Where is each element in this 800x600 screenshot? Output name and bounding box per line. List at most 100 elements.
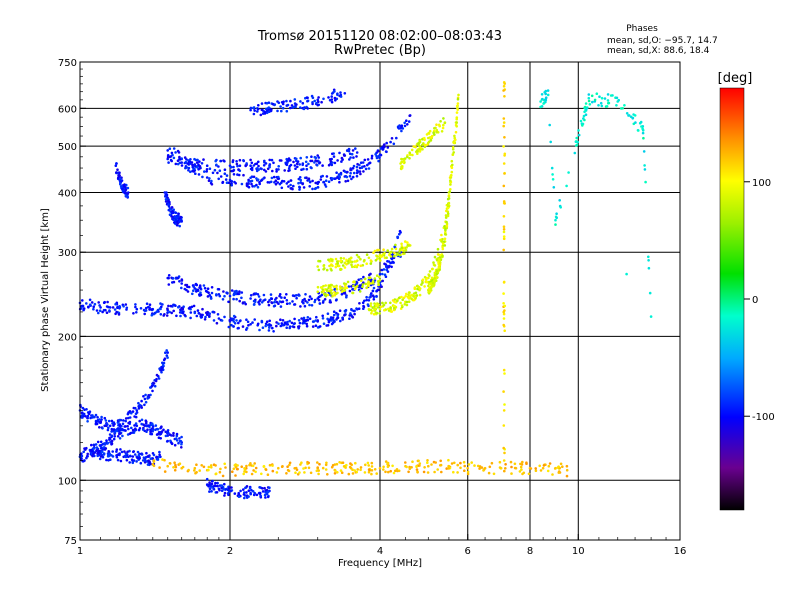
data-point — [237, 491, 240, 495]
data-point — [421, 278, 425, 282]
data-point — [354, 147, 357, 150]
data-point — [158, 450, 161, 454]
data-point — [114, 164, 118, 167]
data-point — [281, 106, 285, 110]
data-point — [103, 443, 107, 446]
data-point — [141, 459, 145, 462]
data-point — [166, 439, 169, 443]
data-point — [226, 292, 229, 295]
data-point — [280, 159, 283, 162]
data-point — [375, 472, 379, 475]
data-point — [116, 421, 120, 424]
data-point — [267, 106, 271, 109]
data-point — [350, 308, 353, 312]
data-point — [275, 321, 278, 324]
data-point — [548, 462, 552, 465]
data-point — [133, 424, 136, 427]
data-point — [239, 489, 242, 493]
data-point — [273, 304, 277, 308]
data-point — [306, 301, 309, 304]
data-point — [204, 289, 208, 293]
data-point — [105, 305, 109, 308]
data-point — [362, 275, 365, 279]
data-point — [362, 304, 365, 308]
data-point — [295, 157, 298, 161]
data-point — [195, 283, 198, 287]
data-point — [232, 165, 235, 169]
data-point — [351, 316, 355, 319]
data-point — [453, 139, 457, 142]
data-point — [478, 467, 481, 470]
data-point — [353, 287, 357, 291]
data-point — [104, 419, 108, 422]
data-point — [303, 297, 306, 301]
data-point — [130, 426, 133, 430]
data-point — [253, 462, 256, 465]
data-point — [151, 425, 155, 428]
data-point — [299, 181, 303, 184]
data-point — [277, 322, 280, 326]
data-point — [209, 464, 213, 467]
data-point — [335, 311, 338, 315]
data-point — [329, 160, 333, 163]
data-point — [332, 155, 336, 158]
data-point — [355, 174, 359, 178]
data-point — [336, 471, 339, 474]
data-point — [155, 455, 158, 459]
data-point — [151, 452, 155, 455]
data-point — [392, 254, 396, 258]
data-point — [304, 299, 307, 303]
data-point — [366, 283, 370, 287]
data-point — [277, 466, 280, 470]
data-point — [595, 92, 599, 95]
data-point — [396, 299, 399, 303]
data-point — [576, 140, 579, 144]
data-point — [238, 158, 242, 162]
data-point — [395, 136, 398, 140]
data-point — [466, 470, 470, 474]
data-point — [102, 308, 106, 312]
data-point — [83, 408, 86, 412]
data-point — [503, 152, 507, 156]
data-point — [288, 326, 292, 330]
data-point — [502, 424, 506, 427]
data-point — [180, 442, 183, 446]
data-point — [389, 301, 392, 305]
data-point — [393, 251, 396, 255]
data-point — [179, 308, 182, 312]
data-point — [113, 308, 117, 311]
data-point — [126, 195, 129, 198]
data-point — [232, 325, 235, 328]
data-point — [145, 430, 148, 434]
data-point — [122, 184, 126, 188]
data-point — [134, 415, 138, 419]
data-point — [405, 292, 408, 296]
data-point — [300, 317, 303, 320]
data-point — [544, 98, 547, 101]
data-point — [110, 430, 113, 433]
data-point — [178, 224, 181, 228]
data-point — [96, 454, 99, 458]
data-point — [134, 305, 137, 309]
data-point — [331, 294, 334, 298]
data-point — [261, 490, 265, 493]
data-point — [167, 161, 170, 164]
data-point — [121, 187, 124, 191]
data-point — [242, 159, 245, 162]
data-point — [272, 175, 276, 179]
data-point — [383, 273, 387, 277]
data-point — [190, 305, 194, 309]
data-point — [107, 426, 110, 430]
data-point — [302, 186, 306, 189]
data-point — [335, 287, 339, 291]
data-point — [351, 472, 355, 475]
data-point — [593, 98, 597, 102]
data-point — [382, 465, 385, 469]
data-point — [166, 430, 169, 434]
data-point — [111, 450, 114, 453]
data-point — [134, 303, 137, 306]
data-point — [510, 465, 513, 469]
data-point — [99, 306, 102, 309]
data-point — [413, 292, 416, 295]
data-point — [591, 100, 594, 104]
